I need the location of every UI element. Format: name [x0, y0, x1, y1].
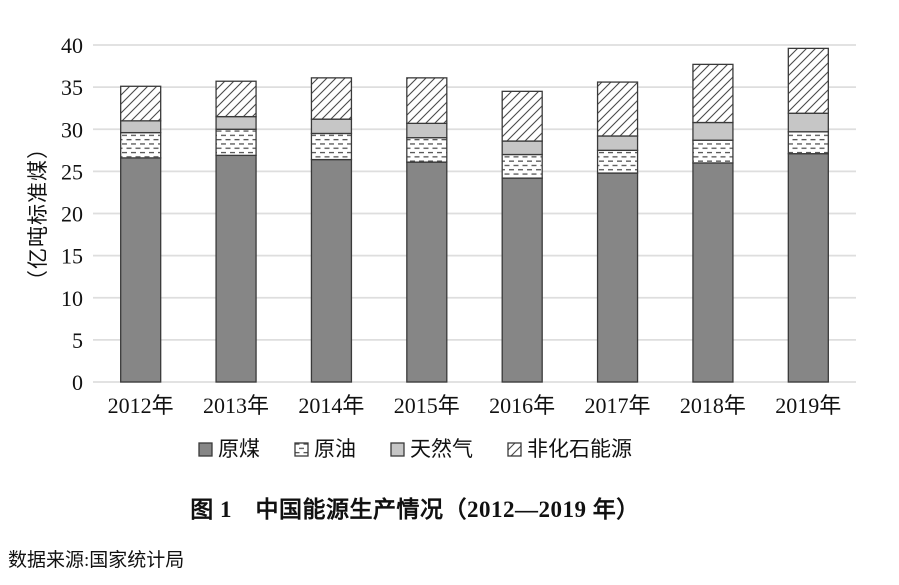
- bar-segment: [501, 177, 543, 383]
- data-source: 数据来源:国家统计局: [8, 550, 185, 571]
- y-tick-label: 0: [72, 370, 83, 395]
- legend-label-coal: 原煤: [218, 437, 260, 461]
- bar-segment: [787, 131, 829, 155]
- y-axis-title: （亿吨标准煤）: [26, 137, 50, 291]
- legend-label-oil: 原油: [314, 437, 356, 461]
- bar-segment: [501, 140, 543, 156]
- bar-segment: [406, 122, 448, 139]
- legend-item-nonfossil: 非化石能源: [507, 439, 632, 460]
- x-tick-label: 2013年: [203, 393, 269, 418]
- bar-segment: [692, 162, 734, 383]
- bar-segment: [501, 153, 543, 179]
- x-tick-label: 2018年: [680, 393, 746, 418]
- coal-swatch-icon: [198, 442, 213, 457]
- bar-segment: [120, 85, 162, 122]
- bar-segment: [787, 112, 829, 133]
- bar-segment: [215, 80, 257, 118]
- gas-swatch-icon: [390, 442, 405, 457]
- bar-segment: [215, 115, 257, 130]
- bar-segment: [120, 157, 162, 383]
- x-tick-label: 2012年: [108, 393, 174, 418]
- figure-title: 图 1 中国能源生产情况（2012—2019 年）: [190, 497, 640, 522]
- bar-segment: [215, 128, 257, 157]
- bar-segment: [310, 132, 353, 161]
- bar-segment: [596, 172, 639, 383]
- bar-segment: [596, 135, 639, 151]
- x-tick-label: 2014年: [298, 393, 364, 418]
- legend-item-oil: 原油: [294, 439, 356, 460]
- legend-label-nonfossil: 非化石能源: [527, 437, 632, 461]
- bar-segment: [787, 47, 829, 114]
- bar-segment: [120, 131, 162, 159]
- bar-segment: [310, 118, 353, 135]
- y-tick-label: 25: [61, 159, 83, 184]
- y-tick-label: 35: [61, 75, 83, 100]
- bar-segment: [215, 154, 257, 383]
- legend-label-gas: 天然气: [410, 437, 473, 461]
- y-tick-label: 5: [72, 328, 83, 353]
- chart-legend: 原煤 原油 天然气 非化石能源: [0, 439, 830, 460]
- y-tick-label: 20: [61, 202, 83, 227]
- bar-segment: [310, 77, 353, 120]
- bar-segment: [406, 161, 448, 383]
- y-tick-label: 10: [61, 286, 83, 311]
- y-tick-label: 40: [61, 33, 83, 58]
- y-tick-label: 30: [61, 117, 83, 142]
- legend-item-coal: 原煤: [198, 439, 260, 460]
- x-tick-label: 2019年: [775, 393, 841, 418]
- stacked-bar-chart-plot: 0 5 10 15 20 25 30 35 40 2012年 2013年 2014年 2015年 2016…: [61, 33, 856, 418]
- bar-segment: [596, 149, 639, 174]
- bar-segment: [120, 120, 162, 134]
- x-tick-label: 2017年: [585, 393, 651, 418]
- x-tick-label: 2015年: [394, 393, 460, 418]
- y-tick-label: 15: [61, 244, 83, 269]
- legend-item-gas: 天然气: [390, 439, 473, 460]
- bar-segment: [692, 63, 734, 124]
- bar-segment: [406, 77, 448, 125]
- bar-segment: [692, 121, 734, 141]
- bar-segment: [692, 139, 734, 164]
- nonfossil-swatch-icon: [507, 442, 522, 457]
- bar-segment: [310, 158, 353, 383]
- bar-segment: [596, 81, 639, 137]
- bar-segment: [787, 153, 829, 383]
- x-tick-label: 2016年: [489, 393, 555, 418]
- bar-segment: [501, 90, 543, 142]
- oil-swatch-icon: [294, 442, 309, 457]
- bar-segment: [406, 137, 448, 163]
